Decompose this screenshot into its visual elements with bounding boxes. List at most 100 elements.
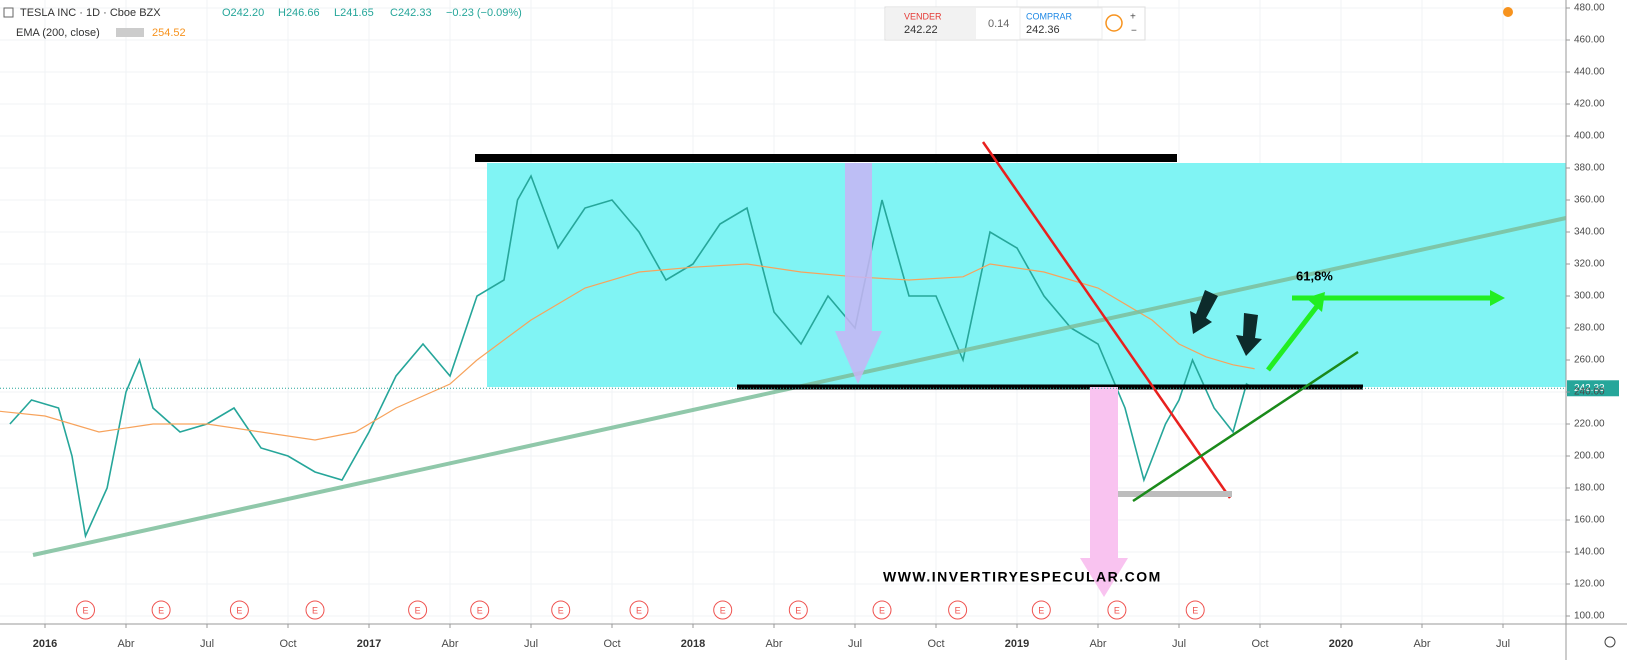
earnings-label: E [636,605,642,615]
series-line [9,174,1256,539]
y-tick-label: 480.00 [1574,3,1605,14]
earnings-label: E [1038,605,1044,615]
earnings-label: E [312,605,318,615]
y-tick-label: 220.00 [1574,419,1605,430]
y-tick-label: 360.00 [1574,195,1605,206]
y-tick-label: 380.00 [1574,163,1605,174]
earnings-label: E [558,605,564,615]
earnings-marker [76,600,96,620]
earnings-marker [1107,600,1127,620]
last-price-label: 242.33 [1574,383,1605,394]
y-tick-label: 100.00 [1574,611,1605,622]
low: L241.65 [334,7,374,19]
range-box [487,163,1566,387]
y-tick-label: 160.00 [1574,515,1605,526]
arrow-body [845,163,872,331]
x-tick-label: Oct [603,638,620,650]
earnings-label: E [158,605,164,615]
earnings-marker [1185,600,1205,620]
x-tick-label: Abr [1089,638,1106,650]
earnings-label: E [415,605,421,615]
minus-icon[interactable]: − [1131,26,1137,37]
sell-price: 242.22 [904,24,938,36]
x-tick-label: Jul [524,638,538,650]
settings-icon[interactable] [1604,636,1616,648]
y-tick-label: 280.00 [1574,323,1605,334]
y-tick-label: 440.00 [1574,67,1605,78]
earnings-marker [470,600,490,620]
marks: 242.33 E E E E E E E E E E E E E E E [0,380,1619,620]
arrow-head [1080,558,1128,597]
x-tick-label: Jul [200,638,214,650]
earnings-marker [872,600,892,620]
y-tick-label: 420.00 [1574,99,1605,110]
earnings-label: E [236,605,242,615]
x-tick-label: Oct [1251,638,1268,650]
earnings-label: E [879,605,885,615]
black-arrow [1190,290,1218,334]
earnings-marker [1031,600,1051,620]
earnings-marker [408,600,428,620]
x-tick-label: Jul [1172,638,1186,650]
change: −0.23 (−0.09%) [446,7,522,19]
indicator: EMA (200, close) [16,27,100,39]
earnings-label: E [83,605,89,615]
x-tick-label: Oct [927,638,944,650]
earnings-label: E [1192,605,1198,615]
x-tick-label: Abr [765,638,782,650]
earnings-marker [151,600,171,620]
earnings-label: E [955,605,961,615]
sell-button[interactable] [886,8,976,39]
earnings-label: E [795,605,801,615]
indicator-value: 254.52 [152,27,186,39]
y-tick-label: 320.00 [1574,259,1605,270]
buy-button[interactable] [1019,7,1103,40]
y-tick-label: 300.00 [1574,291,1605,302]
y-tick-label: 260.00 [1574,355,1605,366]
watermark: WWW.INVERTIRYESPECULAR.COM [883,569,1162,585]
earnings-marker [551,600,571,620]
earnings-label: E [1114,605,1120,615]
open: O242.20 [222,7,264,19]
plus-icon[interactable]: + [1130,12,1136,23]
info-icon[interactable] [1105,14,1123,32]
x-tick-label: Abr [117,638,134,650]
y-tick-label: 340.00 [1574,227,1605,238]
up-trendline [1132,350,1359,503]
earnings-marker [713,600,733,620]
x-tick-label: Abr [441,638,458,650]
x-tick-label: Abr [1413,638,1430,650]
last-price-box [1567,380,1619,397]
y-tick-label: 460.00 [1574,35,1605,46]
arrow-head [1490,290,1505,306]
x-tick-label: 2017 [357,638,381,650]
y-tick-label: 240.00 [1574,387,1605,398]
y-tick-label: 120.00 [1574,579,1605,590]
down-trendline [981,141,1232,499]
green-arrow [1266,303,1320,372]
series-line [0,263,1255,441]
earnings-label: E [477,605,483,615]
alert-icon[interactable] [1503,7,1513,17]
y-tick-label: 400.00 [1574,131,1605,142]
arrow-head [835,331,882,384]
indicator-controls[interactable] [116,28,144,37]
earnings-marker [948,600,968,620]
y-tick-label: 140.00 [1574,547,1605,558]
buy-price: 242.36 [1026,24,1060,36]
sell-label: VENDER [904,11,942,21]
x-tick-label: Jul [848,638,862,650]
x-tick-label: 2016 [33,638,57,650]
earnings-label: E [720,605,726,615]
collapse-icon[interactable] [3,7,14,18]
axis-labels: 100.00 120.00 140.00 160.00 180.00 200.00 220.… [33,3,1605,650]
y-tick-label: 200.00 [1574,451,1605,462]
earnings-marker [305,600,325,620]
x-tick-label: 2019 [1005,638,1029,650]
arrow-body [1090,387,1118,558]
earnings-marker [229,600,249,620]
x-tick-label: Jul [1496,638,1510,650]
high: H246.66 [278,7,320,19]
